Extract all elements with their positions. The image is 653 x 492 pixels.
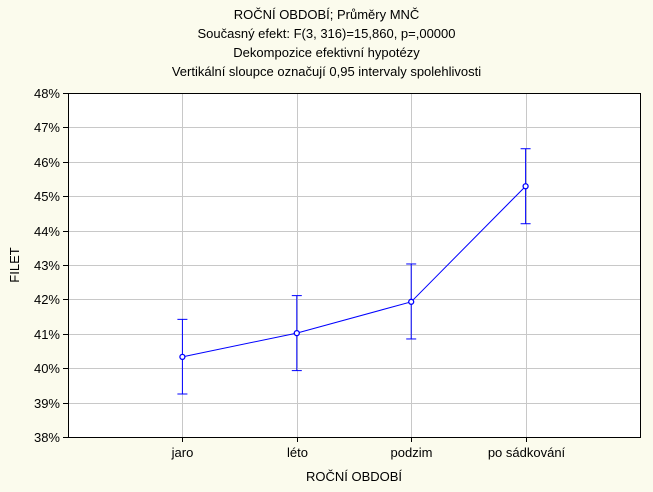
y-tick-label: 43% [34, 258, 60, 273]
y-tick-label: 44% [34, 224, 60, 239]
axes: 38% 39% 40% 41% 42% 43% 44% 45% 46% 47% 48% jaro lét… [34, 86, 641, 460]
chart-title: ROČNÍ OBDOBÍ; Průměry MNČ [233, 7, 420, 22]
x-tick-label: podzim [391, 445, 433, 460]
x-axis-label: ROČNÍ OBDOBÍ [306, 469, 402, 484]
data-point [179, 353, 186, 360]
y-tick-label: 48% [34, 86, 60, 101]
data-point [293, 329, 300, 337]
y-tick-label: 39% [34, 396, 60, 411]
data-point [522, 183, 529, 190]
chart-subtitle-effect: Současný efekt: F(3, 316)=15,860, p=,000… [197, 26, 456, 41]
grid-lines [68, 93, 640, 437]
y-tick-label: 41% [34, 327, 60, 342]
y-tick-label: 47% [34, 120, 60, 135]
x-tick-label: léto [287, 445, 308, 460]
y-tick-label: 40% [34, 361, 60, 376]
x-tick-label: po sádkování [488, 445, 566, 460]
y-axis-label: FILET [7, 247, 22, 282]
y-tick-label: 46% [34, 155, 60, 170]
y-tick-label: 42% [34, 292, 60, 307]
y-tick-label: 38% [34, 430, 60, 445]
x-tick-label: jaro [171, 445, 194, 460]
plot-frame [68, 93, 641, 438]
chart-subtitle-decomposition: Dekompozice efektivní hypotézy [233, 45, 420, 60]
y-tick-label: 45% [34, 189, 60, 204]
series-filet [177, 148, 531, 395]
series-line [182, 185, 526, 358]
chart-subtitle-ci-note: Vertikální sloupce označují 0,95 interva… [171, 64, 482, 79]
data-point [408, 298, 415, 305]
